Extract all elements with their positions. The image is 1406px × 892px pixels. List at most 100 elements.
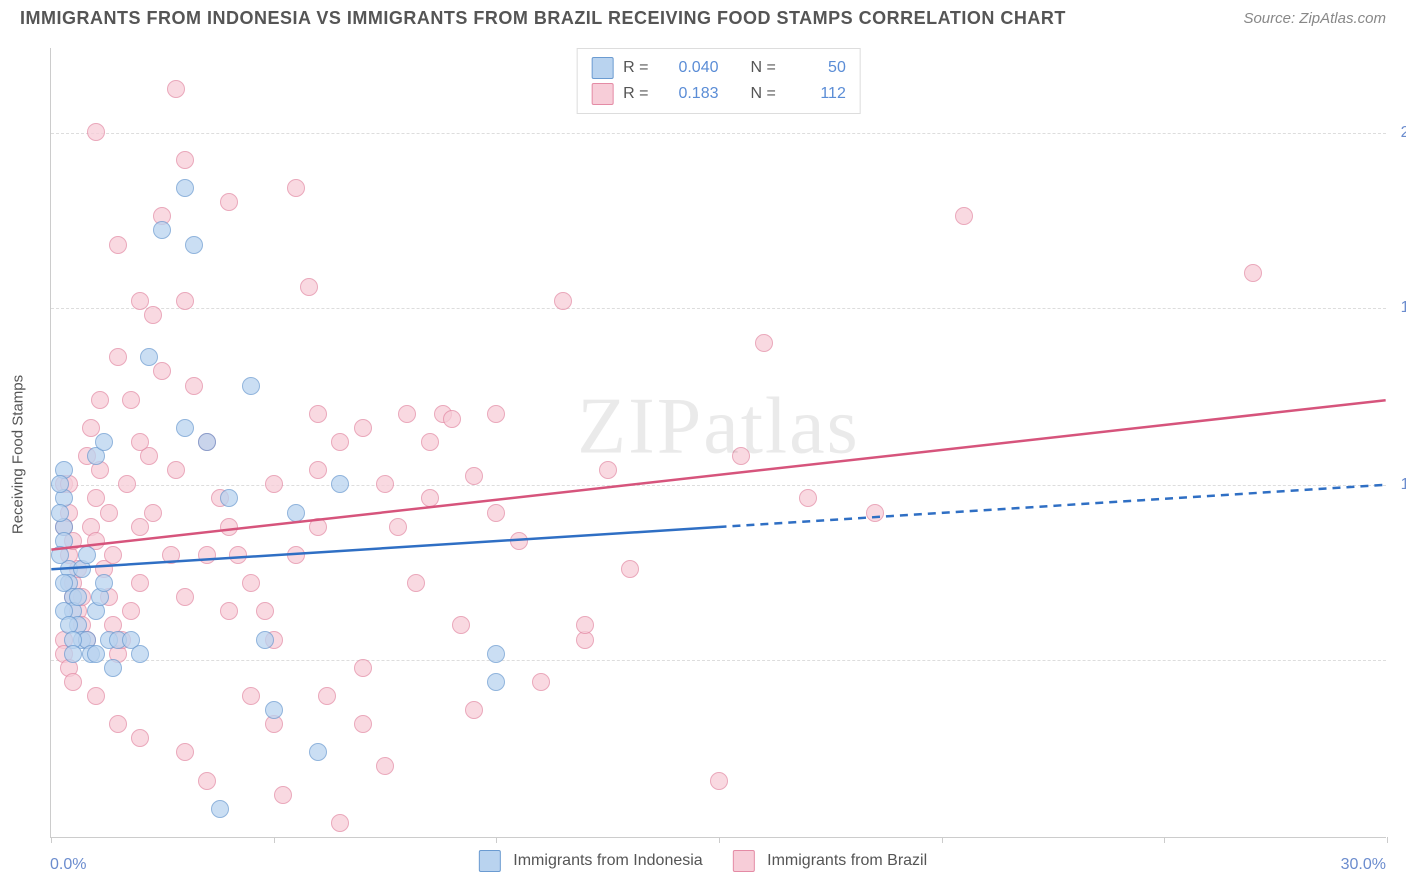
data-point <box>421 489 439 507</box>
scatter-chart: ZIPatlas R = 0.040 N = 50 R = 0.183 N = … <box>50 48 1386 838</box>
data-point <box>287 546 305 564</box>
data-point <box>109 236 127 254</box>
data-point <box>421 433 439 451</box>
r-value-brazil: 0.183 <box>659 85 719 103</box>
data-point <box>122 391 140 409</box>
data-point <box>452 616 470 634</box>
y-tick-label: 12.5% <box>1401 476 1406 494</box>
data-point <box>167 80 185 98</box>
data-point <box>866 504 884 522</box>
swatch-indonesia <box>479 850 501 872</box>
legend-label-indonesia: Immigrants from Indonesia <box>513 852 702 869</box>
data-point <box>220 518 238 536</box>
source-label: Source: ZipAtlas.com <box>1243 10 1386 27</box>
x-tick <box>1387 837 1388 843</box>
data-point <box>376 757 394 775</box>
data-point <box>1244 264 1262 282</box>
data-point <box>220 489 238 507</box>
gridline-h <box>51 485 1386 486</box>
swatch-brazil <box>733 850 755 872</box>
data-point <box>242 574 260 592</box>
r-label: R = <box>623 59 648 77</box>
data-point <box>732 447 750 465</box>
gridline-h <box>51 660 1386 661</box>
data-point <box>64 645 82 663</box>
gridline-h <box>51 133 1386 134</box>
data-point <box>242 687 260 705</box>
data-point <box>331 814 349 832</box>
data-point <box>198 433 216 451</box>
data-point <box>465 467 483 485</box>
legend-stats-row-brazil: R = 0.183 N = 112 <box>591 81 846 107</box>
data-point <box>140 348 158 366</box>
data-point <box>576 616 594 634</box>
data-point <box>131 729 149 747</box>
swatch-indonesia <box>591 57 613 79</box>
data-point <box>51 475 69 493</box>
data-point <box>621 560 639 578</box>
data-point <box>309 405 327 423</box>
data-point <box>229 546 247 564</box>
data-point <box>176 588 194 606</box>
data-point <box>710 772 728 790</box>
legend-label-brazil: Immigrants from Brazil <box>767 852 927 869</box>
data-point <box>354 659 372 677</box>
data-point <box>185 377 203 395</box>
data-point <box>265 701 283 719</box>
x-tick <box>496 837 497 843</box>
data-point <box>176 419 194 437</box>
chart-title: IMMIGRANTS FROM INDONESIA VS IMMIGRANTS … <box>20 8 1066 29</box>
data-point <box>955 207 973 225</box>
data-point <box>162 546 180 564</box>
data-point <box>487 673 505 691</box>
data-point <box>167 461 185 479</box>
data-point <box>755 334 773 352</box>
data-point <box>487 645 505 663</box>
data-point <box>95 574 113 592</box>
data-point <box>443 410 461 428</box>
y-tick-label: 25.0% <box>1401 124 1406 142</box>
x-tick <box>942 837 943 843</box>
data-point <box>131 574 149 592</box>
watermark-text: ZIPatlas <box>577 381 860 472</box>
data-point <box>256 631 274 649</box>
data-point <box>354 715 372 733</box>
data-point <box>799 489 817 507</box>
y-tick-label: 18.8% <box>1401 299 1406 317</box>
data-point <box>532 673 550 691</box>
data-point <box>220 602 238 620</box>
data-point <box>309 518 327 536</box>
data-point <box>104 659 122 677</box>
data-point <box>91 391 109 409</box>
data-point <box>354 419 372 437</box>
gridline-h <box>51 308 1386 309</box>
data-point <box>78 546 96 564</box>
data-point <box>109 715 127 733</box>
data-point <box>118 475 136 493</box>
n-value-indonesia: 50 <box>786 59 846 77</box>
x-tick <box>1164 837 1165 843</box>
data-point <box>87 645 105 663</box>
x-tick <box>51 837 52 843</box>
data-point <box>198 772 216 790</box>
data-point <box>318 687 336 705</box>
data-point <box>51 504 69 522</box>
data-point <box>487 504 505 522</box>
data-point <box>176 179 194 197</box>
data-point <box>100 504 118 522</box>
data-point <box>131 645 149 663</box>
data-point <box>265 475 283 493</box>
data-point <box>153 221 171 239</box>
legend-stats: R = 0.040 N = 50 R = 0.183 N = 112 <box>576 48 861 114</box>
data-point <box>309 461 327 479</box>
data-point <box>131 518 149 536</box>
data-point <box>69 588 87 606</box>
data-point <box>211 800 229 818</box>
data-point <box>176 151 194 169</box>
data-point <box>220 193 238 211</box>
data-point <box>144 306 162 324</box>
data-point <box>300 278 318 296</box>
data-point <box>287 179 305 197</box>
n-value-brazil: 112 <box>786 85 846 103</box>
data-point <box>287 504 305 522</box>
